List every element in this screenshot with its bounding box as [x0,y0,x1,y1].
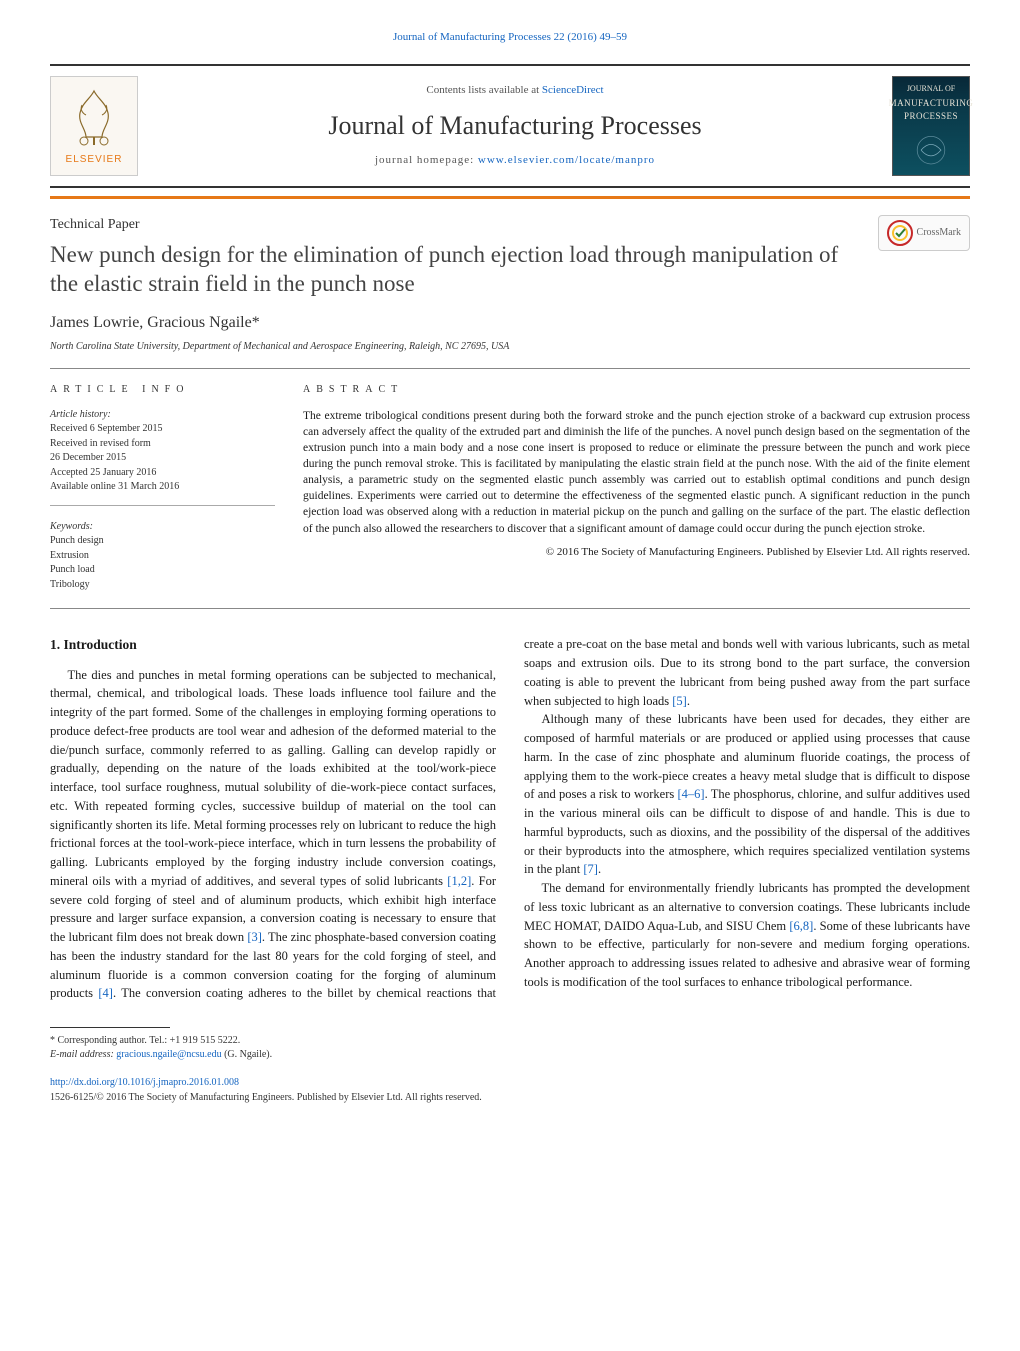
meta-abstract-row: article info Article history: Received 6… [50,368,970,609]
cover-text-top: JOURNAL OF [907,83,955,95]
article-info-column: article info Article history: Received 6… [50,383,275,592]
body-text: The dies and punches in metal forming op… [50,668,496,888]
citation-link[interactable]: [5] [672,694,687,708]
elsevier-tree-icon [62,85,126,149]
abstract-heading: abstract [303,383,970,398]
paper-type: Technical Paper [50,215,862,235]
journal-cover-thumb: JOURNAL OF MANUFACTURING PROCESSES [892,76,970,176]
title-block: Technical Paper New punch design for the… [50,215,862,311]
body-text: . [598,862,601,876]
body-text: . [687,694,690,708]
journal-homepage-line: journal homepage: www.elsevier.com/locat… [152,153,878,169]
orange-rule [50,196,970,199]
history-label: Article history: [50,408,275,423]
section-heading-intro: 1. Introduction [50,635,496,655]
journal-title: Journal of Manufacturing Processes [152,107,878,145]
keywords-label: Keywords: [50,520,275,535]
sciencedirect-link[interactable]: ScienceDirect [542,84,604,96]
authors: James Lowrie, Gracious Ngaile* [50,311,970,334]
citation-link[interactable]: [4] [98,986,113,1000]
doi-link[interactable]: http://dx.doi.org/10.1016/j.jmapro.2016.… [50,1077,239,1088]
running-head: Journal of Manufacturing Processes 22 (2… [50,30,970,46]
keyword: Punch load [50,563,275,578]
corresponding-marker: * [252,314,260,331]
citation-link[interactable]: [6,8] [789,919,813,933]
crossmark-icon [887,220,913,246]
contents-lists-line: Contents lists available at ScienceDirec… [152,83,878,99]
crossmark-label: CrossMark [917,226,961,241]
keyword: Tribology [50,578,275,593]
abstract-column: abstract The extreme tribological condit… [303,383,970,592]
body-paragraph: The demand for environmentally friendly … [524,879,970,992]
authors-text: James Lowrie, Gracious Ngaile [50,314,252,331]
body-paragraph: Although many of these lubricants have b… [524,710,970,879]
abstract-copyright: © 2016 The Society of Manufacturing Engi… [303,545,970,561]
masthead-center: Contents lists available at ScienceDirec… [152,76,878,176]
email-line: E-mail address: gracious.ngaile@ncsu.edu… [50,1048,970,1062]
title-row: Technical Paper New punch design for the… [50,215,970,311]
affiliation: North Carolina State University, Departm… [50,340,970,355]
author-email-link[interactable]: gracious.ngaile@ncsu.edu [116,1049,221,1060]
footnote-separator [50,1027,170,1028]
cover-text-main: MANUFACTURING PROCESSES [889,97,974,123]
history-online: Available online 31 March 2016 [50,480,275,495]
history-accepted: Accepted 25 January 2016 [50,466,275,481]
contents-prefix: Contents lists available at [426,84,541,96]
cover-art-icon [906,131,956,169]
email-suffix: (G. Ngaile). [222,1049,273,1060]
citation-link[interactable]: [7] [583,862,598,876]
history-revised-label: Received in revised form [50,437,275,452]
keywords-block: Keywords: Punch design Extrusion Punch l… [50,520,275,593]
doi-line: http://dx.doi.org/10.1016/j.jmapro.2016.… [50,1076,970,1091]
article-info-heading: article info [50,383,275,398]
keyword: Punch design [50,534,275,549]
citation-link[interactable]: [1,2] [447,874,471,888]
homepage-prefix: journal homepage: [375,154,478,166]
history-received: Received 6 September 2015 [50,422,275,437]
corresponding-author-note: * Corresponding author. Tel.: +1 919 515… [50,1034,970,1048]
body-columns: 1. Introduction The dies and punches in … [50,635,970,1003]
footnotes: * Corresponding author. Tel.: +1 919 515… [50,1034,970,1062]
history-revised-date: 26 December 2015 [50,451,275,466]
masthead: ELSEVIER Contents lists available at Sci… [50,64,970,188]
citation-link[interactable]: [3] [247,930,262,944]
paper-title: New punch design for the elimination of … [50,241,862,299]
keyword: Extrusion [50,549,275,564]
email-label: E-mail address: [50,1049,116,1060]
article-history: Article history: Received 6 September 20… [50,408,275,506]
journal-homepage-link[interactable]: www.elsevier.com/locate/manpro [478,154,655,166]
citation-link[interactable]: [4–6] [678,787,705,801]
crossmark-badge[interactable]: CrossMark [878,215,970,251]
issn-copyright-line: 1526-6125/© 2016 The Society of Manufact… [50,1091,970,1106]
elsevier-wordmark: ELSEVIER [66,153,123,168]
elsevier-logo: ELSEVIER [50,76,138,176]
abstract-text: The extreme tribological conditions pres… [303,408,970,537]
